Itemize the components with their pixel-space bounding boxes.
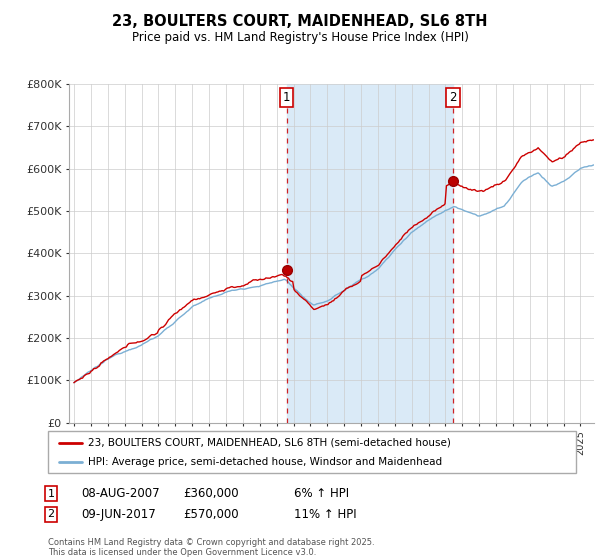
Text: 08-AUG-2007: 08-AUG-2007 xyxy=(81,487,160,501)
Text: £360,000: £360,000 xyxy=(183,487,239,501)
Bar xyxy=(287,84,453,423)
Text: 09-JUN-2017: 09-JUN-2017 xyxy=(81,507,156,521)
Text: 23, BOULTERS COURT, MAIDENHEAD, SL6 8TH (semi-detached house): 23, BOULTERS COURT, MAIDENHEAD, SL6 8TH … xyxy=(88,437,451,447)
Text: 1: 1 xyxy=(47,489,55,499)
Text: 2: 2 xyxy=(47,509,55,519)
Text: 2: 2 xyxy=(449,91,457,104)
Text: 6% ↑ HPI: 6% ↑ HPI xyxy=(294,487,349,501)
Text: 23, BOULTERS COURT, MAIDENHEAD, SL6 8TH: 23, BOULTERS COURT, MAIDENHEAD, SL6 8TH xyxy=(112,14,488,29)
Text: Price paid vs. HM Land Registry's House Price Index (HPI): Price paid vs. HM Land Registry's House … xyxy=(131,31,469,44)
FancyBboxPatch shape xyxy=(48,431,576,473)
Text: Contains HM Land Registry data © Crown copyright and database right 2025.
This d: Contains HM Land Registry data © Crown c… xyxy=(48,538,374,557)
Text: 1: 1 xyxy=(283,91,290,104)
Text: HPI: Average price, semi-detached house, Windsor and Maidenhead: HPI: Average price, semi-detached house,… xyxy=(88,457,442,467)
Text: £570,000: £570,000 xyxy=(183,507,239,521)
Text: 11% ↑ HPI: 11% ↑ HPI xyxy=(294,507,356,521)
